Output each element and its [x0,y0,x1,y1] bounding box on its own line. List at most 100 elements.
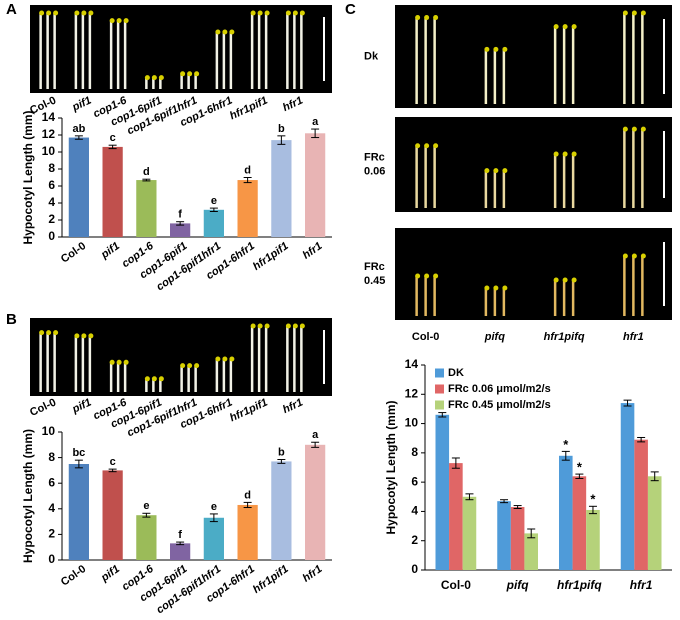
cotyledon [493,46,499,52]
x-tick-label: pif1 [98,240,122,262]
cotyledon [433,15,439,21]
cotyledon [631,253,637,259]
photo-label: pif1 [70,94,94,114]
photo-column-label: hfr1pifq [544,331,585,343]
significance-star: * [577,460,583,475]
significance-letter: a [312,429,319,441]
significance-letter: e [211,195,217,207]
cotyledon [433,143,439,149]
cotyledon [74,333,80,339]
significance-letter: d [244,489,251,501]
photo-row-label: FRc [364,261,385,273]
y-tick-label: 14 [42,110,56,124]
cotyledon [88,333,94,339]
cotyledon [39,10,45,16]
cotyledon [415,15,421,21]
cotyledon [123,359,129,365]
cotyledon [109,359,115,365]
legend-swatch [435,368,444,378]
cotyledon [415,273,421,279]
panel-label: A [6,1,17,18]
y-tick-label: 6 [48,178,55,192]
significance-letter: ab [72,123,85,135]
cotyledon [424,15,430,21]
y-tick-label: 14 [405,357,419,371]
photo [395,117,672,212]
y-tick-label: 8 [411,445,418,459]
panel-label: C [345,1,356,18]
cotyledon [640,126,646,132]
y-tick-label: 4 [411,504,418,518]
bar [572,476,587,570]
cotyledon [151,75,157,81]
cotyledon [502,46,508,52]
cotyledon [571,151,577,157]
bar [237,504,258,560]
cotyledon [553,24,559,30]
cotyledon [571,277,577,283]
bar [620,403,635,570]
bar [170,223,191,237]
cotyledon [222,356,228,362]
photo-row-label: 0.45 [364,275,385,287]
cotyledon [215,356,221,362]
cotyledon [257,10,263,16]
cotyledon [116,359,122,365]
bar [271,140,292,237]
y-axis-title: Hypocotyl Length (mm) [21,110,35,244]
photo-label: pif1 [70,396,94,416]
cotyledon [562,277,568,283]
y-tick-label: 8 [48,161,55,175]
significance-letter: e [211,501,217,513]
bar [558,455,573,570]
cotyledon [553,277,559,283]
cotyledon [631,126,637,132]
bar [462,496,477,570]
photo-column-label: pifq [484,331,505,343]
x-tick-label: pifq [506,578,530,592]
cotyledon [493,285,499,291]
y-tick-label: 2 [411,533,418,547]
photo-label: Col-0 [28,396,58,418]
x-tick-label: Col-0 [59,240,88,266]
cotyledon [229,356,235,362]
photo-label: hfr1pif1 [228,396,270,424]
cotyledon [88,10,94,16]
bar [524,533,539,570]
cotyledon [194,71,200,77]
y-tick-label: 4 [48,501,55,515]
cotyledon [631,10,637,16]
cotyledon [53,330,59,336]
cotyledon [640,253,646,259]
bar [435,414,450,570]
y-axis-title: Hypocotyl Length (mm) [384,400,398,534]
legend-swatch [435,384,444,394]
bar [136,515,157,560]
cotyledon [292,10,298,16]
bar [634,439,648,570]
cotyledon [74,10,80,16]
y-tick-label: 10 [42,424,56,438]
cotyledon [424,143,430,149]
cotyledon [285,10,291,16]
bar [305,444,326,560]
y-tick-label: 10 [405,416,419,430]
photo-column-label: hfr1 [623,331,644,343]
bar [68,464,89,560]
cotyledon [158,376,164,382]
cotyledon [553,151,559,157]
y-tick-label: 2 [48,212,55,226]
significance-letter: e [143,500,149,512]
cotyledon [116,18,122,24]
x-tick-label: Col-0 [59,563,88,589]
cotyledon [215,29,221,35]
cotyledon [640,10,646,16]
cotyledon [180,363,186,369]
significance-letter: bc [72,447,85,459]
bar [203,517,224,560]
photo-row-label: 0.06 [364,165,385,177]
cotyledon [222,29,228,35]
cotyledon [144,376,150,382]
y-tick-label: 4 [48,195,55,209]
